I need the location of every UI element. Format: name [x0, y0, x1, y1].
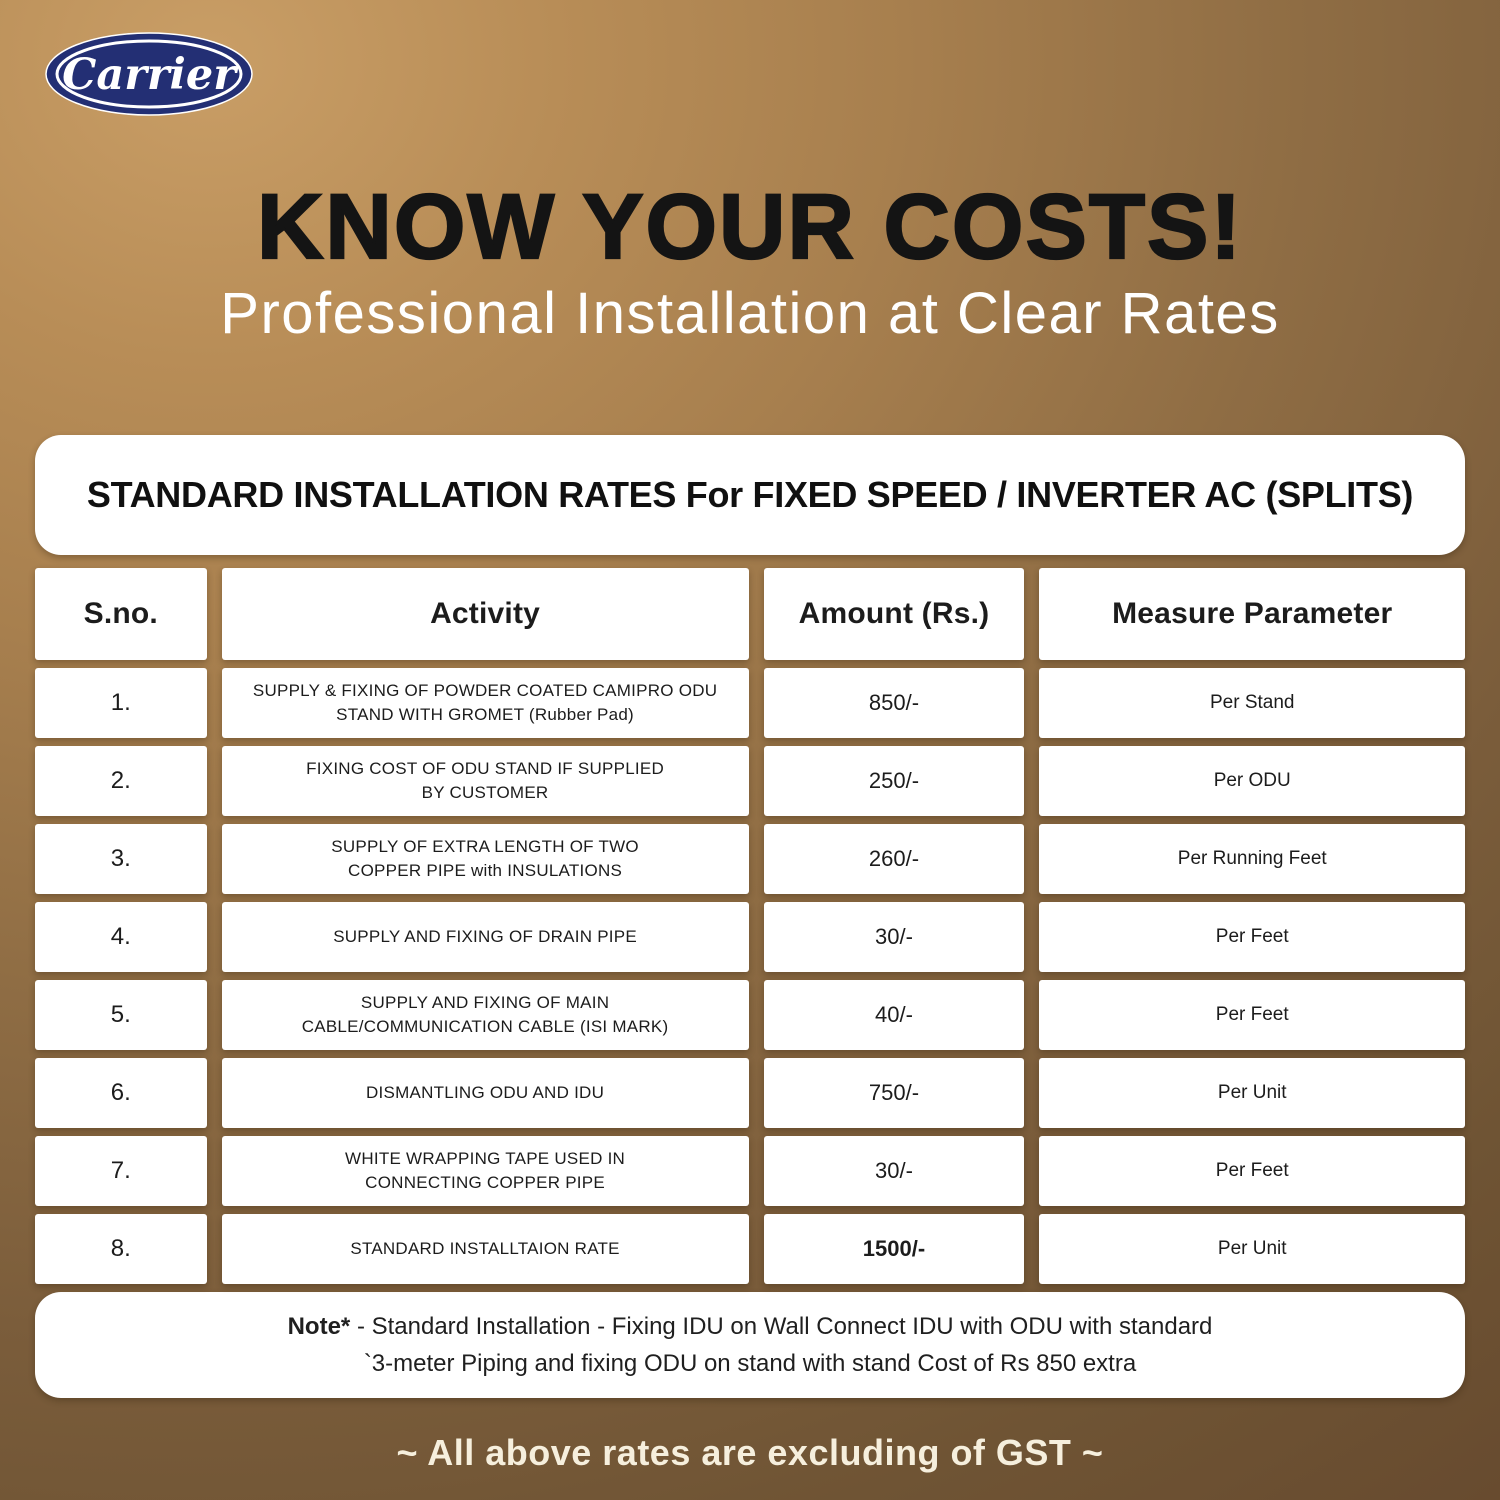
- row-measure: Per Feet: [1039, 1136, 1465, 1206]
- row-measure: Per Unit: [1039, 1058, 1465, 1128]
- row-sno: 4.: [35, 902, 207, 972]
- column-header-activity: Activity: [221, 568, 749, 660]
- activity-line1: SUPPLY & FIXING OF POWDER COATED CAMIPRO…: [252, 681, 718, 700]
- row-amount: 30/-: [763, 902, 1025, 972]
- row-sno: 1.: [35, 668, 207, 738]
- table-row: 6. DISMANTLING ODU AND IDU 750/- Per Uni…: [35, 1058, 1465, 1128]
- activity-line1: SUPPLY OF EXTRA LENGTH OF TWO: [331, 837, 639, 856]
- row-activity: SUPPLY OF EXTRA LENGTH OF TWO COPPER PIP…: [221, 824, 749, 894]
- column-header-amount: Amount (Rs.): [763, 568, 1025, 660]
- rates-panel: STANDARD INSTALLATION RATES For FIXED SP…: [35, 435, 1465, 1398]
- row-amount: 40/-: [763, 980, 1025, 1050]
- row-activity: SUPPLY AND FIXING OF MAIN CABLE/COMMUNIC…: [221, 980, 749, 1050]
- activity-line1: SUPPLY AND FIXING OF DRAIN PIPE: [333, 927, 637, 946]
- row-amount: 750/-: [763, 1058, 1025, 1128]
- page-title: KNOW YOUR COSTS!: [256, 175, 1244, 279]
- row-activity: SUPPLY AND FIXING OF DRAIN PIPE: [221, 902, 749, 972]
- activity-line2: COPPER PIPE with INSULATIONS: [348, 861, 623, 880]
- table-title: STANDARD INSTALLATION RATES For FIXED SP…: [86, 474, 1414, 515]
- table-row: 3. SUPPLY OF EXTRA LENGTH OF TWO COPPER …: [35, 824, 1465, 894]
- row-amount: 260/-: [763, 824, 1025, 894]
- row-measure: Per Running Feet: [1039, 824, 1465, 894]
- table-row: 4. SUPPLY AND FIXING OF DRAIN PIPE 30/- …: [35, 902, 1465, 972]
- note-label: Note*: [287, 1313, 351, 1340]
- table-title-box: STANDARD INSTALLATION RATES For FIXED SP…: [35, 435, 1465, 555]
- row-measure: Per Feet: [1039, 902, 1465, 972]
- row-sno: 6.: [35, 1058, 207, 1128]
- table-row: 5. SUPPLY AND FIXING OF MAIN CABLE/COMMU…: [35, 980, 1465, 1050]
- activity-line1: WHITE WRAPPING TAPE USED IN: [345, 1149, 626, 1168]
- row-measure: Per Feet: [1039, 980, 1465, 1050]
- activity-line1: STANDARD INSTALLTAION RATE: [350, 1239, 620, 1258]
- row-sno: 5.: [35, 980, 207, 1050]
- activity-line2: CABLE/COMMUNICATION CABLE (ISI MARK): [301, 1017, 669, 1036]
- row-amount: 250/-: [763, 746, 1025, 816]
- column-header-measure: Measure Parameter: [1039, 568, 1465, 660]
- row-amount: 850/-: [763, 668, 1025, 738]
- table-header-row: S.no. Activity Amount (Rs.) Measure Para…: [35, 568, 1465, 660]
- activity-line1: DISMANTLING ODU AND IDU: [366, 1083, 605, 1102]
- table-row: 1. SUPPLY & FIXING OF POWDER COATED CAMI…: [35, 668, 1465, 738]
- page-subtitle: Professional Installation at Clear Rates: [220, 281, 1280, 346]
- carrier-logo: Carrier: [44, 32, 254, 121]
- table-row: 8. STANDARD INSTALLTAION RATE 1500/- Per…: [35, 1214, 1465, 1284]
- row-activity: FIXING COST OF ODU STAND IF SUPPLIED BY …: [221, 746, 749, 816]
- row-measure: Per Unit: [1039, 1214, 1465, 1284]
- row-amount: 1500/-: [763, 1214, 1025, 1284]
- row-activity: SUPPLY & FIXING OF POWDER COATED CAMIPRO…: [221, 668, 749, 738]
- note-line-2: `3-meter Piping and fixing ODU on stand …: [364, 1345, 1136, 1382]
- activity-line2: STAND WITH GROMET (Rubber Pad): [336, 705, 634, 724]
- note-text-2: `3-meter Piping and fixing ODU on stand …: [363, 1350, 1137, 1377]
- table-row: 2. FIXING COST OF ODU STAND IF SUPPLIED …: [35, 746, 1465, 816]
- row-sno: 8.: [35, 1214, 207, 1284]
- table-row: 7. WHITE WRAPPING TAPE USED IN CONNECTIN…: [35, 1136, 1465, 1206]
- note-line-1: Note* - Standard Installation - Fixing I…: [288, 1308, 1213, 1345]
- activity-line2: BY CUSTOMER: [421, 783, 549, 802]
- row-amount: 30/-: [763, 1136, 1025, 1206]
- row-sno: 7.: [35, 1136, 207, 1206]
- activity-line1: SUPPLY AND FIXING OF MAIN: [360, 993, 610, 1012]
- gst-disclaimer: ~ All above rates are excluding of GST ~: [396, 1432, 1104, 1473]
- row-activity: DISMANTLING ODU AND IDU: [221, 1058, 749, 1128]
- column-header-sno: S.no.: [35, 568, 207, 660]
- note-text-1: - Standard Installation - Fixing IDU on …: [356, 1313, 1213, 1340]
- row-sno: 2.: [35, 746, 207, 816]
- activity-line1: FIXING COST OF ODU STAND IF SUPPLIED: [306, 759, 664, 778]
- carrier-logo-text: Carrier: [62, 50, 239, 100]
- carrier-logo-icon: Carrier: [45, 32, 253, 116]
- row-activity: WHITE WRAPPING TAPE USED IN CONNECTING C…: [221, 1136, 749, 1206]
- activity-line2: CONNECTING COPPER PIPE: [365, 1173, 605, 1192]
- row-activity: STANDARD INSTALLTAION RATE: [221, 1214, 749, 1284]
- row-sno: 3.: [35, 824, 207, 894]
- note-box: Note* - Standard Installation - Fixing I…: [35, 1292, 1465, 1398]
- row-measure: Per ODU: [1039, 746, 1465, 816]
- row-measure: Per Stand: [1039, 668, 1465, 738]
